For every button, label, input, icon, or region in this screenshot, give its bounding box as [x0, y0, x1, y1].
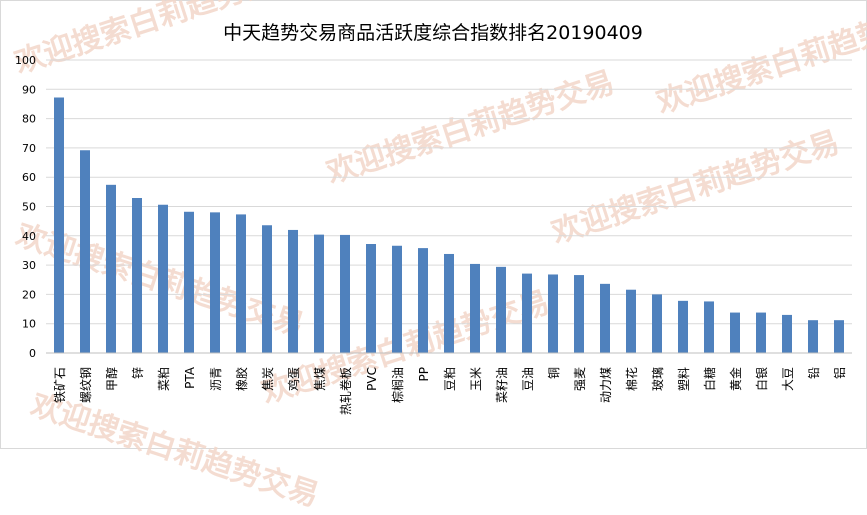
x-tick-label: PTA	[183, 366, 197, 389]
bar	[444, 253, 454, 353]
x-tick-label: 铁矿石	[53, 367, 67, 403]
x-tick-label: 橡胶	[234, 367, 249, 391]
x-tick-label: 棕榈油	[390, 367, 405, 403]
chart-title: 中天趋势交易商品活跃度综合指数排名20190409	[223, 22, 643, 44]
bar-chart: 中天趋势交易商品活跃度综合指数排名20190409 0 10 20 30 40 50 60 7…	[15, 22, 852, 415]
bar	[184, 211, 194, 353]
x-tick-label: 塑料	[676, 367, 691, 391]
x-tick-label: 菜粕	[156, 367, 171, 391]
x-tick-label: 强麦	[573, 367, 587, 391]
x-tick-label: 大豆	[781, 367, 795, 391]
y-axis-ticks: 0 10 20 30 40 50 60 70 80 90 100	[15, 54, 36, 360]
bar	[314, 234, 324, 353]
x-tick-label: 豆粕	[442, 367, 457, 391]
bar	[106, 184, 116, 353]
bar	[678, 300, 688, 353]
x-tick-label: PP	[417, 367, 431, 381]
bar	[548, 274, 558, 353]
y-tick-label: 30	[22, 259, 36, 272]
bar	[470, 263, 480, 353]
x-tick-label: 白银	[754, 367, 769, 391]
x-tick-label: 甲醇	[104, 367, 119, 391]
bar	[704, 301, 714, 353]
x-tick-label: 螺纹钢	[79, 367, 93, 403]
x-tick-label: 豆油	[521, 367, 535, 391]
chart-area	[0, 0, 867, 449]
y-tick-label: 40	[22, 230, 36, 243]
y-tick-label: 80	[22, 113, 36, 126]
bar	[210, 212, 220, 353]
x-tick-label: 热轧卷板	[338, 367, 353, 415]
bar	[834, 320, 844, 353]
x-tick-label: PVC	[365, 367, 379, 391]
bar	[652, 294, 662, 353]
bar	[574, 275, 584, 353]
y-tick-label: 50	[22, 201, 36, 214]
bar	[782, 314, 792, 353]
x-tick-label: 焦炭	[261, 367, 275, 391]
bar	[418, 248, 428, 353]
bar	[730, 312, 740, 353]
bar	[80, 150, 90, 353]
bar	[522, 273, 532, 353]
bar	[236, 214, 246, 353]
x-tick-label: 玻璃	[651, 367, 665, 391]
x-tick-label: 菜籽油	[495, 367, 509, 403]
bar	[132, 198, 142, 353]
y-tick-label: 90	[22, 83, 36, 96]
bar	[626, 289, 636, 353]
x-tick-label: 动力煤	[599, 367, 613, 403]
x-tick-label: 焦煤	[313, 367, 327, 391]
y-tick-label: 70	[22, 142, 36, 155]
x-tick-label: 玉米	[469, 367, 483, 391]
x-tick-label: 铜	[546, 367, 561, 379]
y-tick-label: 100	[15, 54, 36, 67]
bar	[392, 245, 402, 353]
bar	[262, 225, 272, 353]
y-tick-label: 20	[22, 288, 36, 301]
x-axis-ticks: 铁矿石 螺纹钢 甲醇锌菜粕 PTA 沥青 橡胶 焦炭 鸡蛋 焦煤 热轧卷板 PVC 棕榈油 PP 豆粕 玉米…	[53, 366, 847, 415]
bar	[808, 320, 818, 353]
x-tick-label: 黄金	[728, 367, 743, 391]
x-tick-label: 锌	[131, 367, 145, 379]
x-tick-label: 沥青	[209, 367, 223, 391]
y-tick-label: 10	[22, 318, 36, 331]
bars	[54, 97, 844, 353]
bar	[158, 204, 168, 353]
x-tick-label: 铝	[832, 367, 847, 379]
bar	[54, 97, 64, 353]
bar	[340, 234, 350, 353]
bar	[366, 244, 376, 353]
y-tick-label: 60	[22, 171, 36, 184]
bar	[756, 312, 766, 353]
bar	[288, 229, 298, 353]
y-tick-label: 0	[29, 347, 36, 360]
x-tick-label: 铅	[807, 367, 821, 379]
bar	[600, 283, 610, 353]
bar	[496, 266, 506, 353]
x-tick-label: 鸡蛋	[286, 367, 301, 391]
x-tick-label: 白糖	[702, 367, 717, 391]
x-tick-label: 棉花	[624, 367, 639, 391]
